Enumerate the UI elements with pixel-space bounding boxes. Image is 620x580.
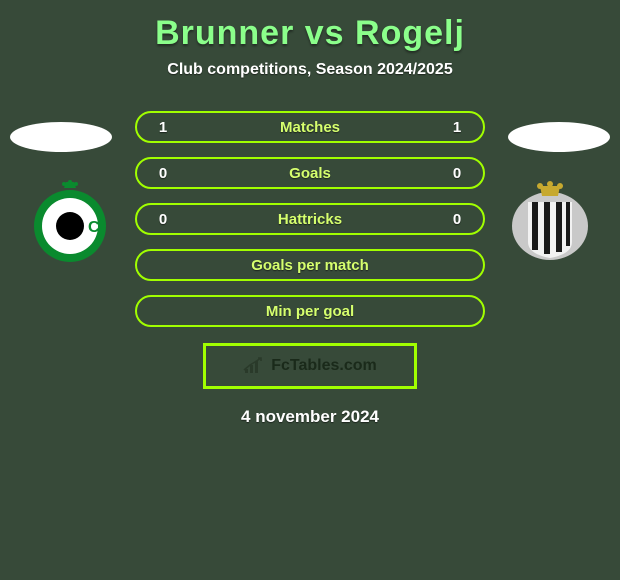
stats-table: 1 Matches 1 0 Goals 0 0 Hattricks 0 Goal… [135, 111, 485, 327]
stat-left-value: 0 [155, 165, 171, 182]
stat-label: Min per goal [266, 303, 354, 320]
left-club-badge: C [20, 178, 120, 262]
stat-row-hattricks: 0 Hattricks 0 [135, 203, 485, 235]
right-club-badge [500, 178, 600, 262]
right-player-avatar [508, 122, 610, 152]
stat-left-value: 0 [155, 211, 171, 228]
stat-right-value: 1 [449, 119, 465, 136]
page-subtitle: Club competitions, Season 2024/2025 [0, 61, 620, 79]
stat-label: Goals per match [251, 257, 369, 274]
stat-left-value: 1 [155, 119, 171, 136]
stat-right-value: 0 [449, 165, 465, 182]
stat-row-gpm: Goals per match [135, 249, 485, 281]
stat-label: Hattricks [278, 211, 342, 228]
stat-row-matches: 1 Matches 1 [135, 111, 485, 143]
date-label: 4 november 2024 [0, 407, 620, 427]
left-player-avatar [10, 122, 112, 152]
page-title: Brunner vs Rogelj [0, 14, 620, 53]
brand-chart-icon [243, 357, 265, 375]
svg-text:C: C [88, 219, 100, 236]
stat-row-mpg: Min per goal [135, 295, 485, 327]
stat-label: Matches [280, 119, 340, 136]
brand-box: FcTables.com [203, 343, 417, 389]
brand-text: FcTables.com [271, 357, 377, 375]
stat-right-value: 0 [449, 211, 465, 228]
stat-label: Goals [289, 165, 331, 182]
stat-row-goals: 0 Goals 0 [135, 157, 485, 189]
